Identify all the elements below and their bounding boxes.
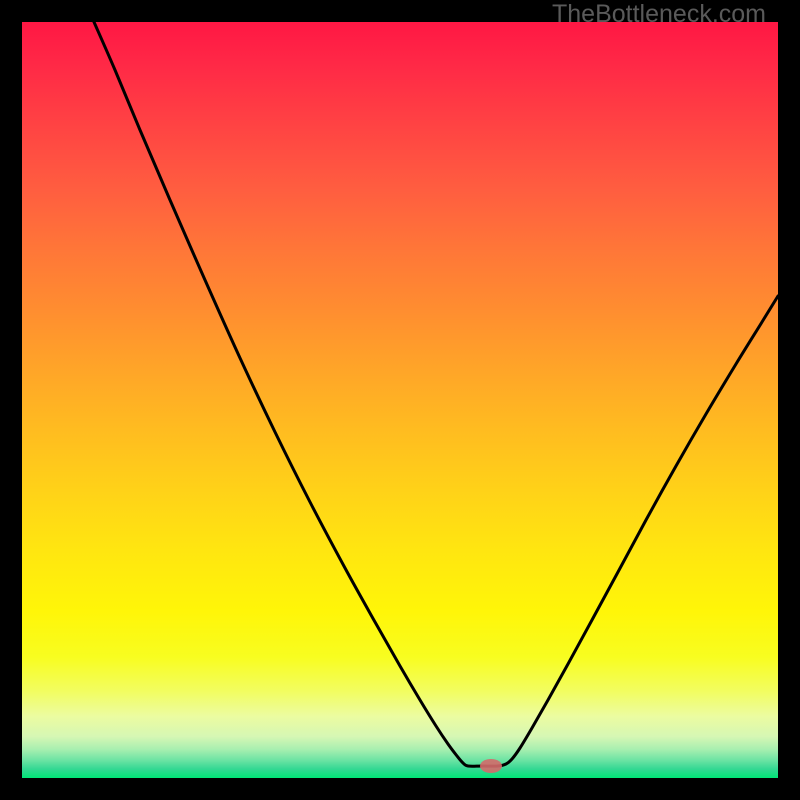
watermark-text: TheBottleneck.com	[552, 0, 766, 29]
chart-stage: TheBottleneck.com	[0, 0, 800, 800]
curve-layer	[0, 0, 800, 800]
minimum-marker	[480, 759, 502, 773]
bottleneck-curve	[94, 22, 778, 766]
